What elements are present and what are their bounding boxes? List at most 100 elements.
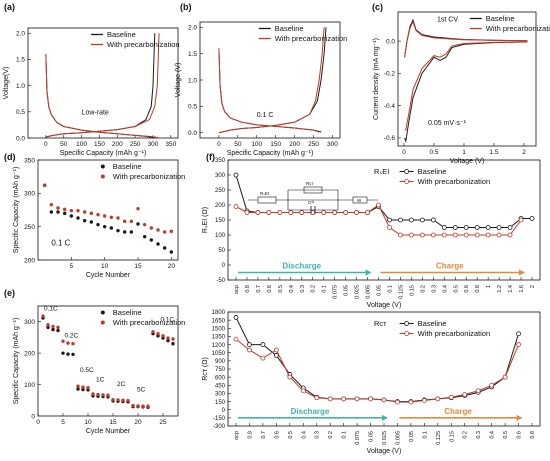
x-tick-label: 0.1	[342, 431, 348, 439]
y-tick-label: 50	[218, 248, 225, 254]
data-point	[474, 225, 480, 230]
rate-label: 0.5C	[80, 367, 94, 374]
data-point	[247, 347, 252, 353]
y-tick-label: 0	[222, 408, 226, 414]
data-point	[71, 352, 75, 357]
data-point	[398, 232, 403, 238]
x-tick-label: 0.6	[267, 285, 273, 293]
y-tick-label: 600	[215, 375, 226, 381]
series-line	[235, 204, 522, 236]
x-tick-label: 0.05	[369, 431, 375, 442]
x-tick-label: 300	[327, 141, 338, 148]
x-tick-label: 200	[112, 141, 123, 148]
data-point	[56, 206, 60, 210]
chart-title: RₛEI	[374, 167, 389, 176]
data-point	[62, 211, 67, 216]
x-tick-label: 0.1	[387, 285, 393, 293]
equivalent-circuit-inset: RₛEI Rᴄᴛ Cᵈᴸ W	[248, 181, 378, 214]
data-point	[171, 342, 175, 346]
data-point	[288, 210, 294, 215]
plot-frame	[397, 11, 537, 147]
data-point	[61, 339, 65, 343]
data-point	[341, 396, 347, 402]
data-point	[76, 387, 80, 391]
x-tick-label: 0	[44, 141, 48, 148]
arrow-head	[382, 414, 388, 421]
x-tick-label: 0.025	[382, 431, 388, 445]
y-tick-label: 1.0	[16, 83, 25, 90]
data-point	[327, 396, 333, 402]
y-tick-label: 1500	[212, 326, 226, 332]
data-point	[233, 336, 239, 342]
x-tick-label: 0.4	[301, 431, 307, 439]
y-tick-label: -300	[213, 424, 226, 430]
y-tick-label: 350	[24, 157, 35, 164]
data-point	[496, 232, 502, 238]
data-point	[142, 222, 147, 227]
y-tick-label: 200	[215, 203, 226, 209]
rate-label: 0.1C	[161, 317, 175, 324]
legend-swatch	[100, 320, 105, 325]
legend-label: With precarbonization	[486, 24, 550, 33]
data-point	[162, 246, 167, 250]
x-tick-label: ocp	[234, 285, 240, 294]
rate-label: 0.2C	[65, 332, 79, 339]
data-point	[71, 342, 75, 346]
panel-b: 0 50 100 150 200 250 300 0.0 0.5 1.0 1.5 2.0 Specifi…	[175, 2, 347, 157]
x-tick-label: 0.005	[366, 285, 372, 299]
data-point	[156, 331, 160, 336]
x-tick-label: 250	[308, 141, 319, 148]
x-tick-label: 0.125	[398, 285, 404, 299]
rate-label: 2C	[117, 381, 126, 388]
y-axis-title: Rᴄᴛ (Ω)	[202, 357, 209, 381]
data-point	[171, 337, 175, 341]
region-label: Discharge	[291, 407, 330, 416]
circuit-label: W	[357, 198, 362, 203]
data-point	[518, 217, 524, 223]
x-tick-label: 25	[159, 419, 167, 426]
x-tick-label: 20	[168, 263, 176, 270]
region-label: Charge	[436, 262, 464, 271]
data-point	[122, 230, 127, 234]
x-tick-label: 0.005	[395, 431, 401, 445]
data-point	[354, 210, 359, 215]
legend-marker	[404, 179, 410, 184]
data-point	[485, 232, 491, 238]
data-point	[151, 330, 155, 334]
y-tick-label: 250	[24, 224, 35, 231]
data-point	[89, 220, 94, 224]
data-point	[343, 210, 349, 215]
data-point	[41, 314, 45, 318]
annotation: 1st CV	[437, 17, 458, 24]
x-tick-label: 0.7	[256, 285, 262, 293]
y-tick-label: -0.4	[384, 103, 396, 110]
data-point	[529, 216, 535, 221]
plot-frame	[37, 305, 179, 417]
data-point	[56, 325, 60, 330]
panel-label: (d)	[4, 152, 16, 162]
data-point	[91, 392, 95, 396]
data-point	[233, 204, 239, 209]
data-point	[441, 225, 447, 230]
data-point	[96, 222, 100, 227]
x-tick-label: 0.6	[464, 285, 470, 293]
x-tick-label: 1.5	[489, 149, 498, 156]
panel-label: (b)	[180, 2, 192, 12]
y-tick-label: 300	[215, 392, 226, 398]
legend-label: With precarbonization	[113, 318, 186, 327]
series-line	[218, 48, 320, 133]
data-point	[141, 404, 145, 408]
data-point	[149, 238, 154, 242]
rate-label: 5C	[137, 386, 146, 393]
x-tick-label: 0.5	[278, 285, 284, 293]
series-line	[45, 33, 160, 138]
data-point	[435, 396, 441, 402]
data-point	[421, 398, 427, 403]
annotation: 0.1 C	[51, 238, 70, 247]
data-point	[516, 331, 521, 337]
legend-marker	[404, 331, 410, 336]
data-point	[398, 217, 403, 223]
x-tick-label: 0.5	[453, 285, 459, 293]
x-tick-label: 100	[76, 141, 87, 148]
legend-label: Baseline	[275, 24, 304, 33]
